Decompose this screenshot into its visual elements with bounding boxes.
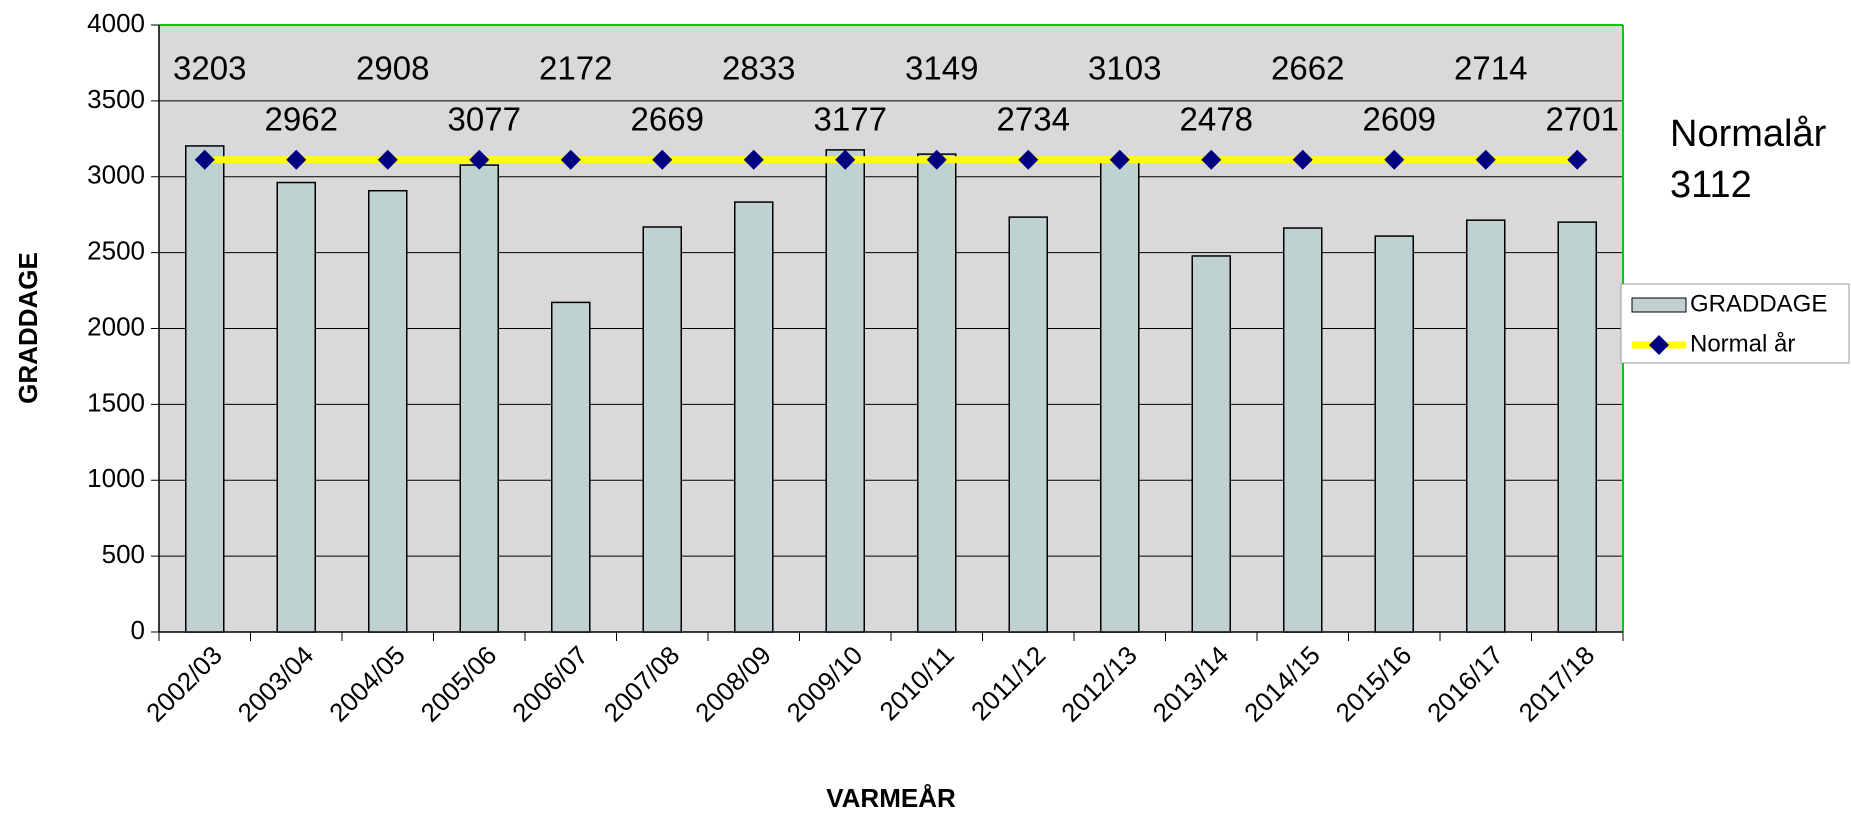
data-label: 2662 xyxy=(1271,50,1344,87)
marker xyxy=(1384,149,1405,170)
annotation: 3112 xyxy=(1670,164,1752,206)
bar xyxy=(1466,219,1506,633)
x-tick-label: 2004/05 xyxy=(323,640,411,728)
y-tick-label: 4000 xyxy=(87,8,145,38)
x-tick-label: 2003/04 xyxy=(232,640,320,728)
x-tick-label: 2005/06 xyxy=(415,640,503,728)
x-tick-label: 2007/08 xyxy=(598,640,686,728)
marker xyxy=(926,149,947,170)
data-label: 2714 xyxy=(1454,50,1527,87)
x-tick-label: 2006/07 xyxy=(506,640,594,728)
marker xyxy=(1018,149,1039,170)
y-tick-label: 0 xyxy=(131,615,145,645)
bar xyxy=(917,153,957,633)
marker xyxy=(1475,149,1496,170)
marker xyxy=(469,149,490,170)
x-tick-label: 2011/12 xyxy=(965,640,1051,726)
data-label: 2962 xyxy=(265,101,338,138)
x-tick-label: 2010/11 xyxy=(874,640,960,726)
legend-swatch xyxy=(1631,297,1687,313)
y-tick-label: 3000 xyxy=(87,160,145,190)
data-label: 3149 xyxy=(905,50,978,87)
bar xyxy=(1557,221,1597,633)
data-label: 2701 xyxy=(1546,101,1619,138)
bar xyxy=(1008,216,1048,633)
y-tick-label: 2000 xyxy=(87,311,145,341)
marker xyxy=(1201,149,1222,170)
bar xyxy=(1191,255,1231,633)
marker xyxy=(560,149,581,170)
x-tick-label: 2017/18 xyxy=(1513,640,1601,728)
y-tick-label: 3500 xyxy=(87,84,145,114)
bar xyxy=(1100,160,1140,633)
bar xyxy=(642,226,682,633)
y-tick-label: 1000 xyxy=(87,463,145,493)
y-tick-label: 1500 xyxy=(87,387,145,417)
data-label: 3077 xyxy=(448,101,521,138)
y-tick-label: 2500 xyxy=(87,236,145,266)
bar xyxy=(185,145,225,633)
bar xyxy=(551,301,591,633)
bar xyxy=(368,189,408,633)
data-label: 3203 xyxy=(173,50,246,87)
data-label: 2478 xyxy=(1180,101,1253,138)
data-label: 2734 xyxy=(997,101,1070,138)
marker xyxy=(194,149,215,170)
marker xyxy=(1292,149,1313,170)
marker xyxy=(652,149,673,170)
annotation: Normalår xyxy=(1670,113,1827,155)
legend-label: Normal år xyxy=(1690,330,1795,357)
x-tick-label: 2002/03 xyxy=(140,640,228,728)
x-tick-label: 2013/14 xyxy=(1147,640,1235,728)
x-tick-label: 2016/17 xyxy=(1421,640,1509,728)
marker xyxy=(1109,149,1130,170)
x-tick-label: 2008/09 xyxy=(689,640,777,728)
x-tick-label: 2009/10 xyxy=(781,640,869,728)
y-axis-title: GRADDAGE xyxy=(13,252,43,404)
marker xyxy=(377,149,398,170)
bar xyxy=(825,149,865,633)
bar xyxy=(276,181,316,633)
marker xyxy=(286,149,307,170)
legend-marker xyxy=(1649,335,1669,355)
y-tick-label: 500 xyxy=(102,539,145,569)
bar xyxy=(1374,235,1414,633)
data-label: 2609 xyxy=(1363,101,1436,138)
x-axis-title: VARMEÅR xyxy=(826,783,956,813)
marker xyxy=(743,149,764,170)
x-tick-label: 2012/13 xyxy=(1055,640,1143,728)
x-tick-label: 2015/16 xyxy=(1330,640,1418,728)
data-label: 3177 xyxy=(814,101,887,138)
x-tick-label: 2014/15 xyxy=(1238,640,1326,728)
marker xyxy=(1567,149,1588,170)
data-label: 2172 xyxy=(539,50,612,87)
legend-label: GRADDAGE xyxy=(1690,290,1827,317)
data-label: 2669 xyxy=(631,101,704,138)
data-label: 3103 xyxy=(1088,50,1161,87)
bar xyxy=(1283,227,1323,633)
data-label: 2833 xyxy=(722,50,795,87)
marker xyxy=(835,149,856,170)
bar xyxy=(734,201,774,633)
data-label: 2908 xyxy=(356,50,429,87)
bar xyxy=(459,164,499,633)
